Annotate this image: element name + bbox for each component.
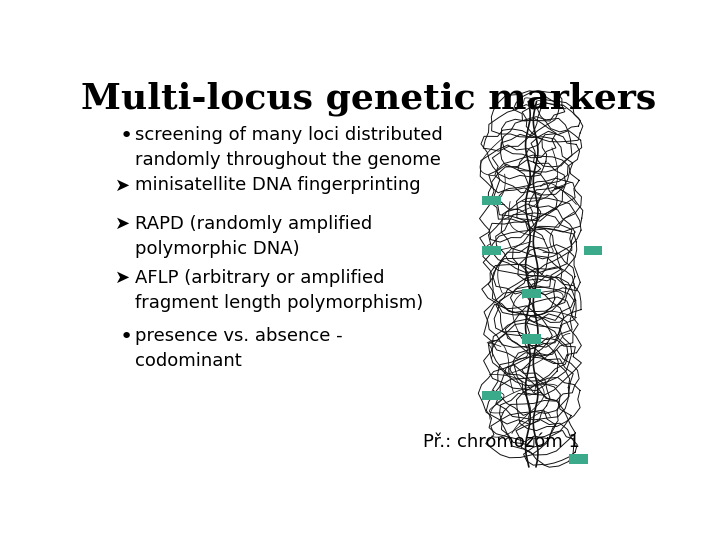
Text: screening of many loci distributed
randomly throughout the genome: screening of many loci distributed rando… <box>135 126 443 170</box>
Text: presence vs. absence -
codominant: presence vs. absence - codominant <box>135 327 343 369</box>
Bar <box>482 390 500 400</box>
Bar <box>482 246 500 255</box>
Text: Př.: chromozóm 1: Př.: chromozóm 1 <box>423 433 580 451</box>
Text: ➤: ➤ <box>114 215 130 233</box>
Bar <box>482 195 500 205</box>
Bar <box>569 455 588 464</box>
Text: ➤: ➤ <box>114 269 130 287</box>
Text: RAPD (randomly amplified
polymorphic DNA): RAPD (randomly amplified polymorphic DNA… <box>135 215 372 258</box>
Text: minisatellite DNA fingerprinting: minisatellite DNA fingerprinting <box>135 177 420 194</box>
Bar <box>523 289 541 298</box>
Text: ➤: ➤ <box>114 177 130 194</box>
Text: AFLP (arbitrary or amplified
fragment length polymorphism): AFLP (arbitrary or amplified fragment le… <box>135 269 423 312</box>
Text: •: • <box>120 126 132 146</box>
Bar <box>523 334 541 343</box>
Bar <box>584 246 602 255</box>
Text: •: • <box>120 327 132 347</box>
Text: Multi-locus genetic markers: Multi-locus genetic markers <box>81 82 657 116</box>
